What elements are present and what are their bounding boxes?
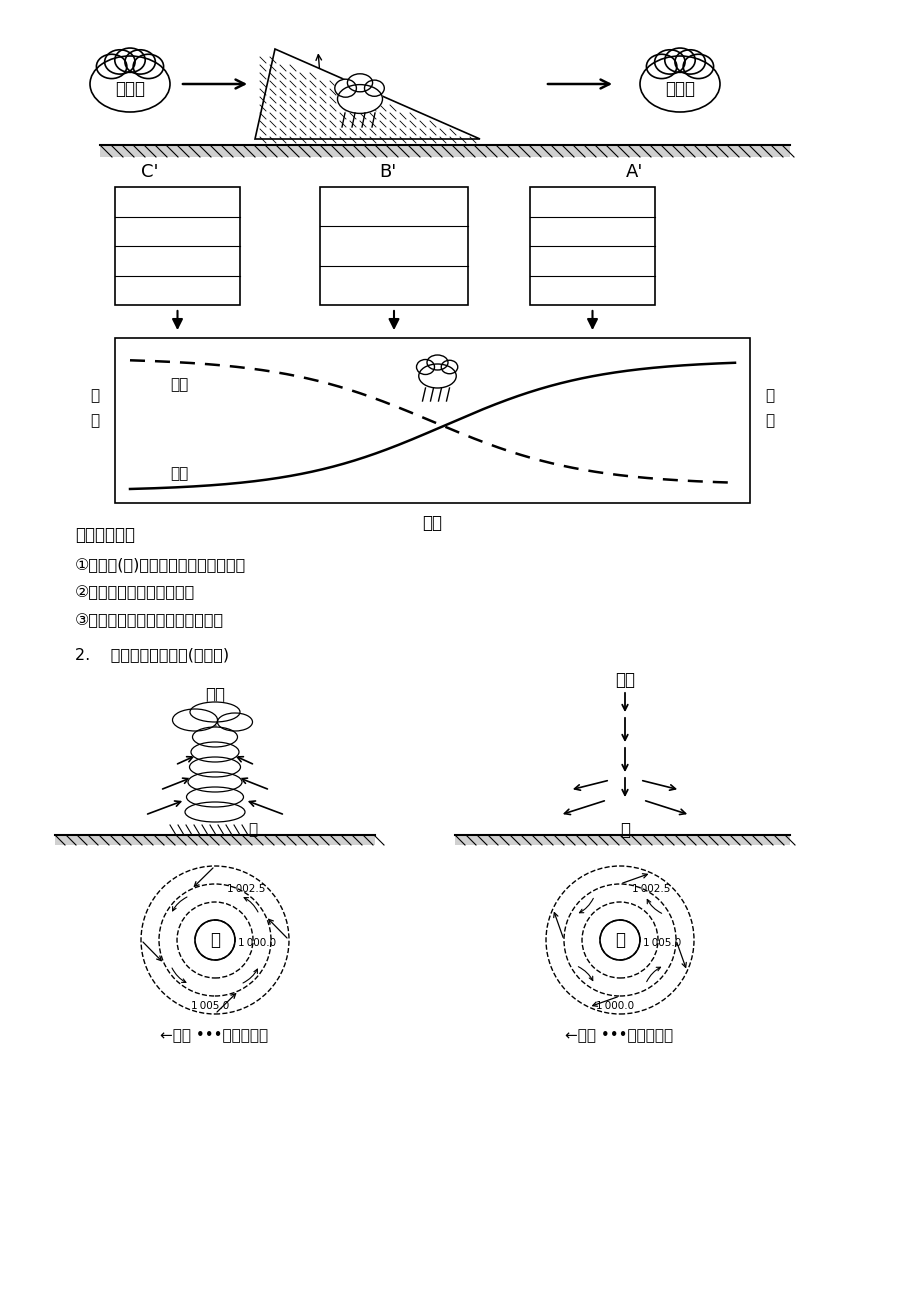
Text: 下降: 下降	[614, 671, 634, 689]
Bar	[115, 187, 240, 305]
Text: 气温升高: 气温升高	[160, 224, 195, 238]
Text: 气压: 气压	[170, 466, 188, 480]
Ellipse shape	[192, 727, 237, 747]
Text: 暖气团: 暖气团	[267, 68, 291, 81]
Bar	[320, 187, 468, 305]
Text: 低: 低	[210, 931, 220, 949]
Text: 高: 高	[614, 931, 624, 949]
Ellipse shape	[335, 79, 356, 98]
Text: 冷气团: 冷气团	[368, 100, 391, 113]
Text: 暖气团: 暖气团	[115, 79, 145, 98]
Text: C': C'	[142, 163, 159, 181]
Text: 1 000.0: 1 000.0	[238, 937, 276, 948]
Text: 雨: 雨	[248, 823, 257, 837]
Text: 气压降低: 气压降低	[160, 254, 195, 268]
Ellipse shape	[683, 55, 713, 78]
Ellipse shape	[664, 48, 695, 73]
Text: 气: 气	[765, 388, 774, 404]
Ellipse shape	[189, 756, 240, 777]
Text: 气压高: 气压高	[579, 254, 605, 268]
Text: 过境后: 过境后	[164, 194, 191, 210]
Ellipse shape	[125, 49, 155, 74]
Text: ①单一冷(暖)气团控制下多晴朗天气；: ①单一冷(暖)气团控制下多晴朗天气；	[75, 557, 246, 573]
Text: 冷气团: 冷气团	[664, 79, 694, 98]
Ellipse shape	[347, 74, 372, 92]
Ellipse shape	[185, 802, 244, 822]
Ellipse shape	[115, 48, 145, 73]
Ellipse shape	[105, 49, 135, 74]
Text: A': A'	[626, 163, 643, 181]
Text: 1 002.5: 1 002.5	[631, 884, 670, 894]
Text: 气: 气	[90, 388, 99, 404]
Text: ←风向 •••气压梯度力: ←风向 •••气压梯度力	[160, 1029, 267, 1043]
Ellipse shape	[187, 772, 242, 792]
Text: 暖气团: 暖气团	[298, 85, 322, 98]
Text: 天气转晴: 天气转晴	[160, 283, 195, 298]
Ellipse shape	[654, 49, 685, 74]
Text: 1 005.0: 1 005.0	[190, 1001, 229, 1010]
Ellipse shape	[418, 365, 456, 388]
Text: 冷气团: 冷气团	[398, 112, 422, 125]
Text: 上升: 上升	[205, 686, 225, 704]
Text: 温: 温	[765, 413, 774, 428]
Ellipse shape	[133, 55, 164, 78]
Text: ②锋面控制下多阴雨天气；: ②锋面控制下多阴雨天气；	[75, 586, 195, 600]
Text: 晴: 晴	[619, 822, 630, 838]
Text: 过境时: 过境时	[380, 199, 407, 214]
Ellipse shape	[646, 55, 676, 78]
Text: 气温低: 气温低	[579, 224, 605, 238]
Bar	[100, 145, 789, 158]
Text: ③锋面雨带多分布在冷气团一侧。: ③锋面雨带多分布在冷气团一侧。	[75, 613, 224, 629]
Ellipse shape	[96, 55, 127, 78]
Ellipse shape	[416, 359, 434, 375]
Ellipse shape	[173, 710, 217, 730]
Text: 1 002.5: 1 002.5	[227, 884, 265, 894]
Text: 1 005.0: 1 005.0	[642, 937, 680, 948]
Ellipse shape	[441, 361, 458, 374]
Ellipse shape	[190, 702, 240, 723]
Ellipse shape	[675, 49, 705, 74]
Text: B': B'	[379, 163, 396, 181]
Bar	[455, 835, 789, 845]
Ellipse shape	[187, 786, 244, 807]
Polygon shape	[255, 49, 480, 139]
Text: 压: 压	[90, 413, 99, 428]
Ellipse shape	[90, 56, 170, 112]
Text: 时间: 时间	[422, 514, 442, 533]
Bar	[55, 835, 375, 845]
Ellipse shape	[426, 355, 448, 370]
Text: 1 000.0: 1 000.0	[596, 1001, 633, 1010]
Text: 气温: 气温	[170, 376, 188, 392]
Ellipse shape	[640, 56, 720, 112]
Ellipse shape	[217, 713, 252, 730]
Bar	[529, 187, 654, 305]
Ellipse shape	[337, 85, 382, 113]
Text: 【特别提醒】: 【特别提醒】	[75, 526, 135, 544]
Ellipse shape	[191, 742, 239, 762]
Text: 多连续性降水: 多连续性降水	[368, 238, 420, 254]
Text: 天气晴朗: 天气晴朗	[574, 283, 609, 298]
Text: 过境前: 过境前	[578, 194, 606, 210]
Text: ←风向 •••气压梯度力: ←风向 •••气压梯度力	[564, 1029, 673, 1043]
Ellipse shape	[364, 81, 384, 96]
Text: 2.    气旋与反气旋图解(北半球): 2. 气旋与反气旋图解(北半球)	[75, 647, 229, 663]
Bar	[115, 339, 749, 503]
Text: 雨区：锋前: 雨区：锋前	[371, 277, 415, 293]
